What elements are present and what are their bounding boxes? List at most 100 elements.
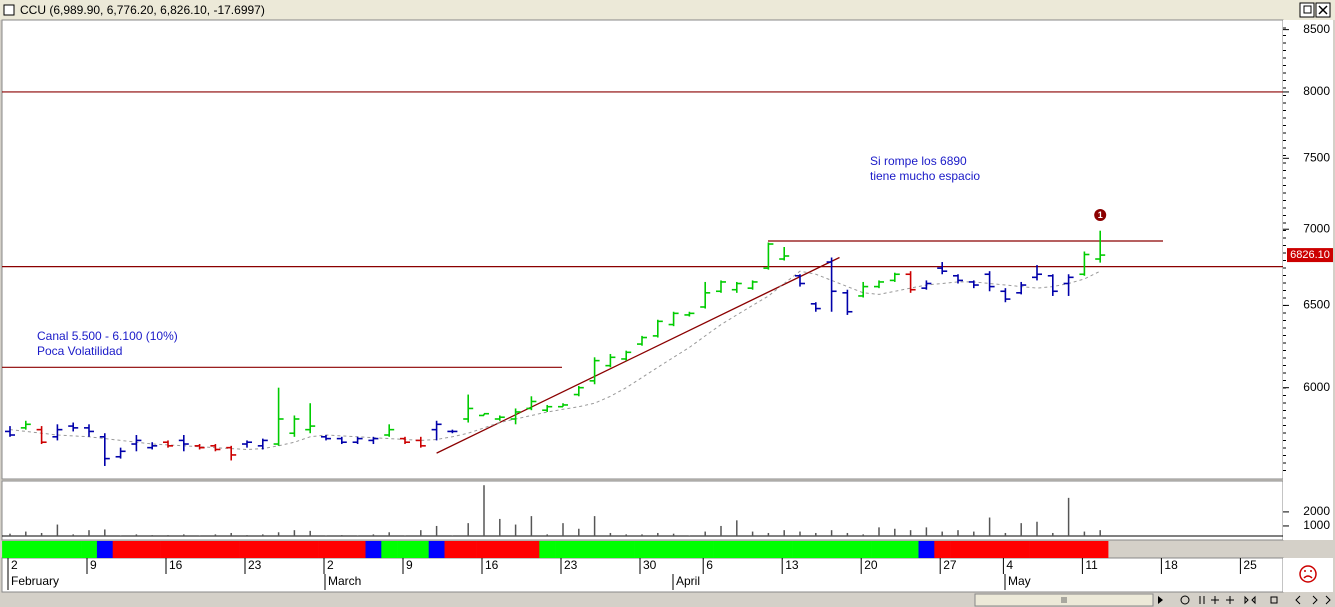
indicator-cell: [634, 541, 651, 558]
indicator-cell: [1029, 541, 1046, 558]
window-buttons[interactable]: [1299, 2, 1331, 18]
month-label: March: [328, 574, 361, 588]
right-axis: [1283, 20, 1333, 540]
tool-icon[interactable]: [1199, 596, 1205, 604]
indicator-cell: [776, 541, 793, 558]
annotation: Poca Volatilidad: [37, 344, 122, 358]
indicator-cell: [254, 541, 271, 558]
indicator-cell: [507, 541, 524, 558]
annotation: Canal 5.500 - 6.100 (10%): [37, 329, 178, 343]
indicator-cell: [491, 541, 508, 558]
x-tick-label: 2: [327, 558, 334, 572]
indicator-cell: [207, 541, 224, 558]
annotation: Si rompe los 6890: [870, 154, 967, 168]
indicator-cell: [144, 541, 161, 558]
indicator-cell: [649, 541, 666, 558]
indicator-cell: [223, 541, 240, 558]
tool-icon[interactable]: [1211, 596, 1219, 604]
month-label: February: [11, 574, 59, 588]
x-tick-label: 9: [406, 558, 413, 572]
indicator-cell: [2, 541, 19, 558]
indicator-cell: [539, 541, 556, 558]
indicator-cell: [81, 541, 98, 558]
x-tick-label: 11: [1085, 558, 1098, 572]
alert-eye: [1310, 570, 1312, 572]
indicator-cell: [807, 541, 824, 558]
indicator-cell: [934, 541, 951, 558]
indicator-cell: [33, 541, 50, 558]
indicator-cell: [381, 541, 398, 558]
x-tick-label: 13: [785, 558, 799, 572]
last-price-box: [1287, 248, 1333, 263]
price-pane: [1, 19, 1284, 480]
tool-icon[interactable]: [1244, 595, 1256, 605]
indicator-cell: [349, 541, 366, 558]
indicator-cell: [792, 541, 809, 558]
indicator-cell: [523, 541, 540, 558]
x-tick-label: 20: [864, 558, 878, 572]
x-tick-label: 16: [169, 558, 183, 572]
date-axis: [1, 557, 1284, 593]
signal-marker: [1094, 209, 1107, 221]
y-tick-label: 1000: [1303, 518, 1330, 532]
indicator-cell: [570, 541, 587, 558]
indicator-cell: [555, 541, 572, 558]
indicator-cell: [997, 541, 1014, 558]
tool-icon[interactable]: [1270, 596, 1278, 604]
indicator-cell: [160, 541, 177, 558]
indicator-cell: [444, 541, 461, 558]
indicator-cell: [175, 541, 192, 558]
alert-mouth: [1303, 575, 1313, 579]
indicator-cell: [839, 541, 856, 558]
x-tick-label: 27: [943, 558, 957, 572]
tool-icon[interactable]: [1295, 595, 1331, 605]
x-tick-label: 25: [1243, 558, 1257, 572]
indicator-cell: [886, 541, 903, 558]
indicator-cell: [460, 541, 477, 558]
indicator-cell: [191, 541, 208, 558]
toolbar-icons[interactable]: [1180, 595, 1331, 605]
x-tick-label: 4: [1006, 558, 1013, 572]
indicator-cell: [665, 541, 682, 558]
y-tick-label: 6000: [1303, 380, 1330, 394]
indicator-cell: [1013, 541, 1030, 558]
indicator-cell: [744, 541, 761, 558]
month-label: April: [676, 574, 700, 588]
indicator-cell: [1092, 541, 1109, 558]
tool-icon[interactable]: [1180, 595, 1190, 605]
last-price-label: 6826.10: [1290, 249, 1330, 261]
x-tick-label: 2: [11, 558, 18, 572]
y-tick-label: 8500: [1303, 22, 1330, 36]
trendline: [436, 256, 840, 454]
indicator-cell: [681, 541, 698, 558]
indicator-cell: [239, 541, 256, 558]
indicator-cell: [697, 541, 714, 558]
indicator-cell: [302, 541, 319, 558]
signal-label: 1: [1098, 210, 1103, 220]
moving-average: [9, 270, 1101, 451]
scroll-grip: [1061, 597, 1067, 603]
indicator-cell: [950, 541, 967, 558]
alert-eye: [1304, 570, 1306, 572]
x-tick-label: 16: [485, 558, 499, 572]
indicator-cell: [476, 541, 493, 558]
indicator-cell: [318, 541, 335, 558]
volume-pane: [1, 480, 1284, 541]
tool-icon[interactable]: [1226, 596, 1234, 604]
indicator-cell: [602, 541, 619, 558]
y-tick-label: 6500: [1303, 298, 1330, 312]
maximize-glyph: [1303, 5, 1312, 14]
indicator-cell: [270, 541, 287, 558]
indicator-cell: [397, 541, 414, 558]
alert-icon[interactable]: [1299, 565, 1317, 583]
x-tick-label: 30: [643, 558, 657, 572]
indicator-cell: [65, 541, 82, 558]
indicator-cell: [855, 541, 872, 558]
maximize-button[interactable]: [1299, 2, 1315, 18]
status-box: [1283, 558, 1333, 592]
indicator-cell: [823, 541, 840, 558]
indicator-cell: [981, 541, 998, 558]
indicator-cell: [1060, 541, 1077, 558]
scroll-right[interactable]: [1158, 596, 1163, 604]
